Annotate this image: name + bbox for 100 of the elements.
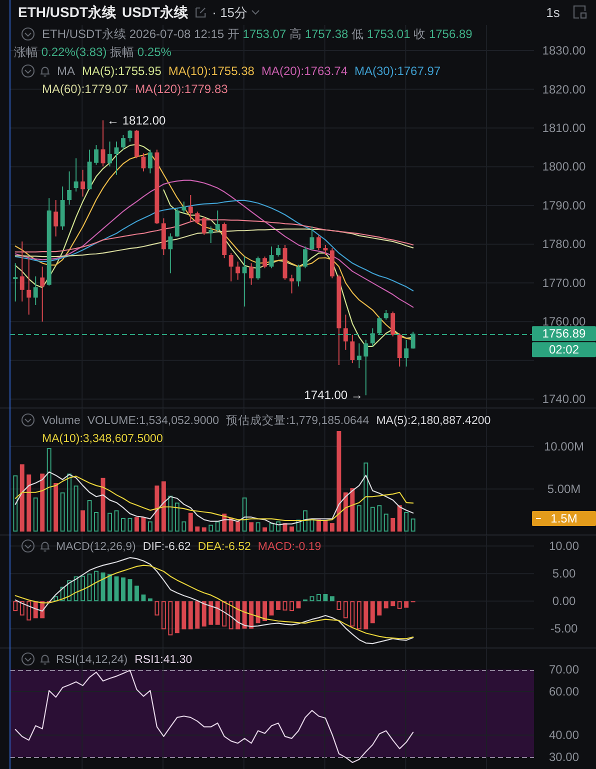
- bar: [336, 431, 342, 532]
- y-tick-label: -5.00: [550, 622, 578, 636]
- bar: [67, 474, 72, 532]
- bar: [316, 520, 321, 532]
- bar: [330, 523, 334, 532]
- y-tick-label: 30.00: [548, 750, 580, 764]
- y-tick-label: 1740.00: [542, 392, 586, 406]
- bar: [148, 521, 152, 532]
- candlestick: [350, 334, 355, 364]
- bar: [168, 496, 173, 532]
- bar: [350, 601, 355, 626]
- bar: [94, 512, 98, 532]
- bar: [377, 601, 382, 616]
- line-series: [14, 670, 414, 763]
- bar: [128, 579, 132, 602]
- bar: [222, 601, 227, 626]
- legend: MA(10):3,348,607.5000: [42, 433, 163, 445]
- bar: [121, 518, 126, 532]
- bar: [377, 505, 382, 532]
- candlestick: [188, 194, 193, 222]
- candlestick: [249, 262, 254, 286]
- bar: [397, 601, 402, 609]
- bar: [390, 601, 396, 606]
- bar: [404, 601, 409, 608]
- candlestick: [195, 211, 200, 225]
- legend: Volume VOLUME:1,534,052.9000 预估成交量:1,779,185.0644 MA(5):2,180,887.4200: [42, 415, 491, 427]
- bar: [195, 526, 200, 532]
- bar: [236, 601, 240, 630]
- candlestick: [100, 120, 106, 167]
- bar: [40, 474, 45, 532]
- chart-title: ETH/USDT永续: [18, 4, 117, 20]
- candlestick: [74, 158, 78, 192]
- candlestick: [310, 226, 314, 250]
- candlestick: [276, 244, 280, 258]
- bar: [20, 464, 24, 532]
- bar: [134, 586, 139, 602]
- bar: [161, 601, 166, 630]
- text: 1.5M: [550, 512, 578, 526]
- bar: [80, 576, 86, 602]
- candlestick: [262, 256, 268, 269]
- y-tick-label: 1780.00: [542, 237, 586, 252]
- chart-subtitle: USDT永续: [122, 4, 190, 20]
- candlestick: [384, 310, 388, 320]
- candlestick: [390, 311, 396, 337]
- candlestick: [356, 342, 362, 369]
- bar: [141, 517, 146, 532]
- candlestick: [33, 276, 38, 306]
- y-tick-label: 1790.00: [542, 198, 586, 212]
- candlestick: [236, 261, 240, 280]
- candlestick: [202, 216, 206, 236]
- y-tick-label: 5.00: [552, 566, 576, 581]
- candlestick: [377, 316, 382, 336]
- y-tick-label: 10.00: [548, 539, 580, 554]
- annotation: ← 1812.00: [107, 113, 166, 128]
- bar: [404, 512, 409, 532]
- bar: [202, 601, 206, 626]
- candlestick: [228, 252, 234, 282]
- bar: [269, 523, 274, 532]
- bar: [13, 475, 18, 532]
- candlestick: [13, 262, 18, 302]
- candlestick: [269, 246, 274, 269]
- bar: [215, 521, 220, 532]
- candlestick: [364, 339, 368, 396]
- y-tick-label: 70.00: [548, 662, 580, 677]
- bar: [208, 524, 214, 532]
- bar: [343, 492, 348, 532]
- bar: [310, 518, 314, 532]
- bar: [303, 510, 308, 532]
- bar: [276, 521, 280, 532]
- candlestick: [290, 274, 294, 294]
- y-tick-label: 1770.00: [542, 276, 586, 290]
- y-tick-label: 5.00M: [547, 482, 581, 496]
- bar: [54, 483, 58, 532]
- bar: [228, 601, 234, 630]
- bar: [410, 518, 416, 532]
- bar: [236, 521, 240, 532]
- text: · 15分: [212, 5, 248, 20]
- candlestick: [242, 256, 247, 308]
- candlestick: [26, 258, 32, 316]
- bar: [296, 601, 301, 608]
- bar: [364, 601, 368, 630]
- y-tick-label: 1800.00: [542, 160, 586, 174]
- annotation: 涨幅 0.22%(3.83) 振幅 0.25%: [14, 45, 172, 59]
- candlestick: [303, 246, 308, 269]
- bar: [356, 505, 362, 532]
- candlestick: [40, 266, 45, 322]
- bar: [195, 601, 200, 629]
- candlestick: [80, 169, 86, 198]
- legend: MA(60):1779.07 MA(120):1779.83: [42, 82, 228, 96]
- bar: [13, 601, 18, 612]
- bar: [87, 500, 92, 532]
- bar: [60, 492, 65, 532]
- bar: [323, 594, 328, 602]
- bar: [242, 601, 247, 629]
- candlestick: [404, 339, 409, 368]
- y-tick-label: 10.00M: [544, 439, 584, 454]
- bar: [350, 488, 355, 532]
- bar: [249, 522, 254, 532]
- y-tick-label: 1820.00: [542, 82, 586, 96]
- bar: [128, 518, 132, 532]
